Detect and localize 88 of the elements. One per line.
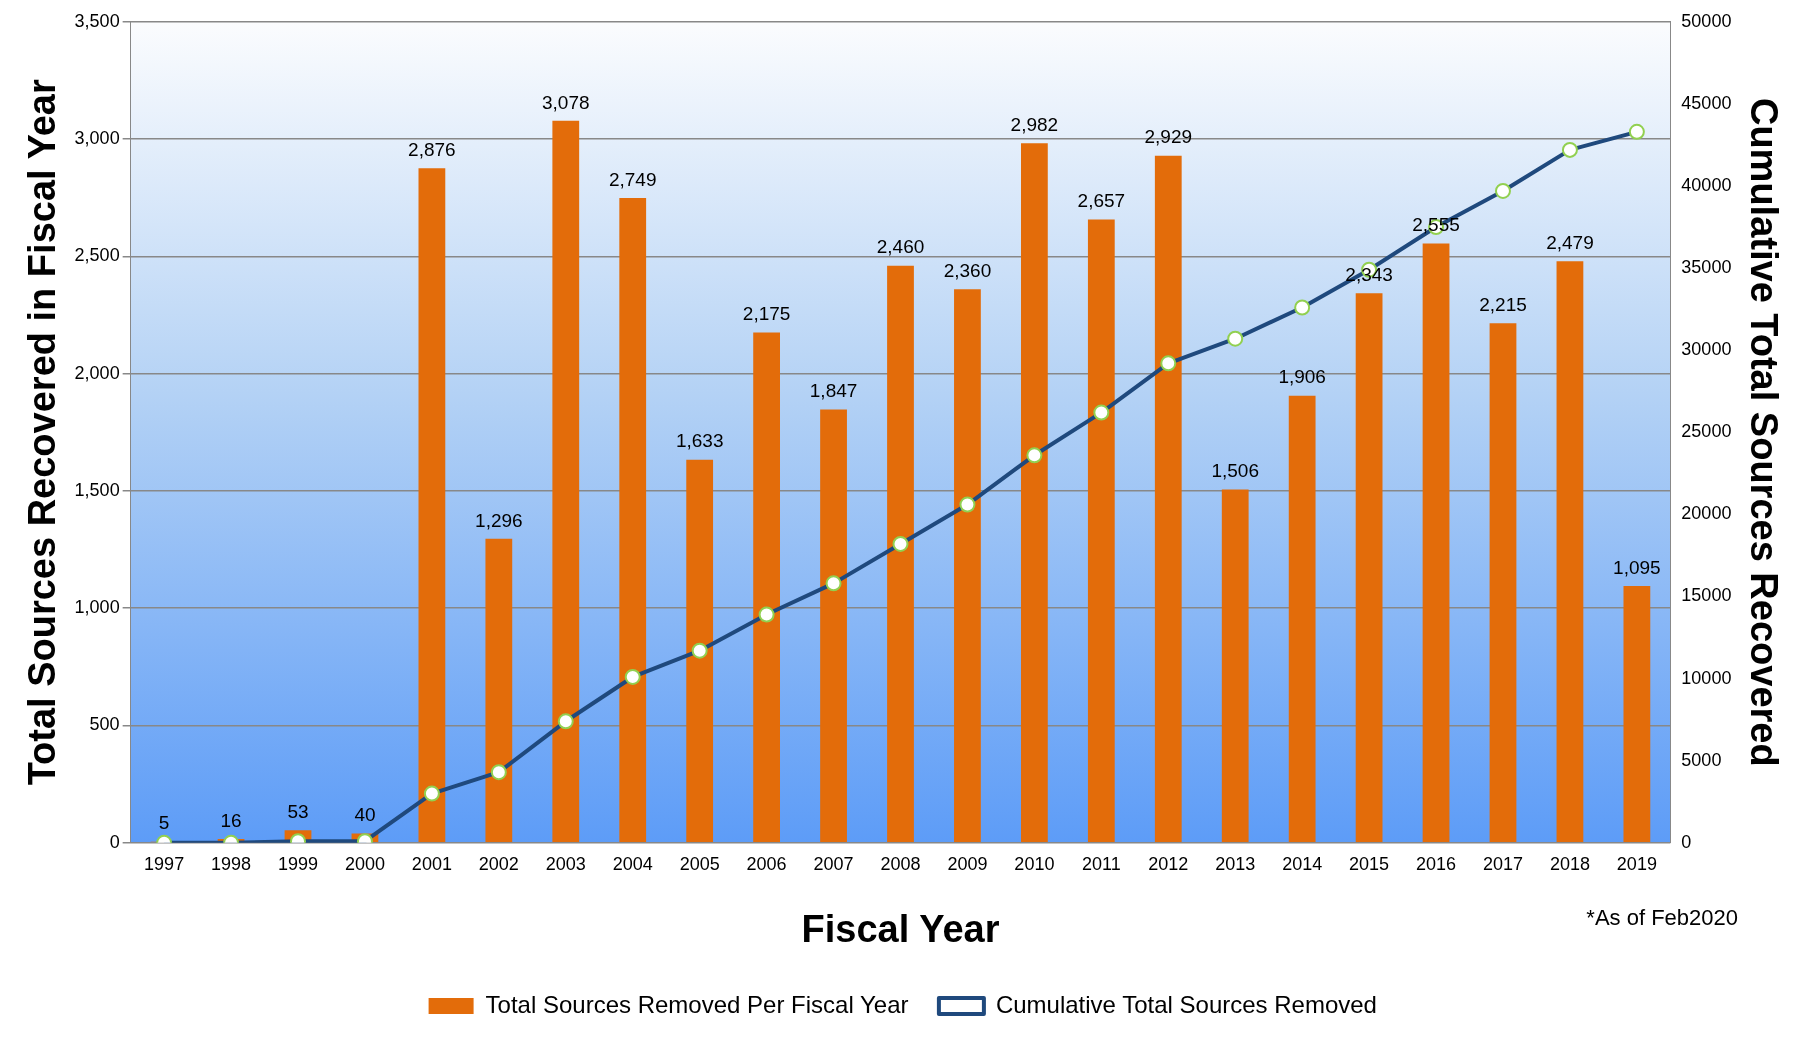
y-tick-label: 3,500 xyxy=(74,10,120,31)
data-label: 5 xyxy=(158,812,170,834)
y2-tick-label: 30000 xyxy=(1681,339,1732,360)
x-tick-label: 2013 xyxy=(1215,853,1256,874)
y-tick-label: 500 xyxy=(89,714,120,735)
data-label: 2,929 xyxy=(1144,126,1193,148)
data-label: 2,460 xyxy=(876,236,925,258)
x-tick-label: 2015 xyxy=(1349,853,1390,874)
y2-tick-label: 20000 xyxy=(1681,503,1732,524)
x-tick-label: 2009 xyxy=(947,853,988,874)
x-tick-label: 2007 xyxy=(813,853,854,874)
y2-tick-label: 45000 xyxy=(1681,92,1732,113)
data-label: 2,479 xyxy=(1546,232,1594,254)
y2-tick-label: 10000 xyxy=(1681,667,1732,688)
y-tick-label: 3,000 xyxy=(74,128,120,149)
bar xyxy=(1623,585,1651,843)
data-label: 3,078 xyxy=(542,91,590,113)
data-label: 1,906 xyxy=(1278,366,1326,388)
y-axis-title: Total Sources Recovered in Fiscal Year xyxy=(21,79,64,786)
bar xyxy=(887,265,914,843)
x-tick-label: 2012 xyxy=(1148,853,1189,874)
data-label: 40 xyxy=(354,804,376,826)
y2-tick-label: 5000 xyxy=(1681,749,1722,770)
bar xyxy=(1556,261,1584,843)
legend-label: Total Sources Removed Per Fiscal Year xyxy=(485,990,909,1018)
data-label: 2,215 xyxy=(1479,293,1527,315)
bar xyxy=(1087,219,1115,843)
x-tick-label: 2016 xyxy=(1416,853,1457,874)
x-tick-label: 2018 xyxy=(1549,853,1590,874)
bar xyxy=(1221,489,1249,843)
data-label: 1,296 xyxy=(475,509,523,531)
x-tick-label: 2001 xyxy=(411,853,452,874)
y-tick-label: 1,500 xyxy=(74,479,120,500)
x-tick-label: 2010 xyxy=(1014,853,1055,874)
bar xyxy=(619,197,647,843)
y-tick-label: 2,500 xyxy=(74,245,120,266)
data-label: 2,657 xyxy=(1077,190,1126,212)
x-tick-label: 1998 xyxy=(211,853,252,874)
y2-axis-title: Cumulative Total Sources Recovered xyxy=(1742,97,1785,767)
x-tick-label: 2019 xyxy=(1616,853,1657,874)
x-tick-label: 2014 xyxy=(1282,853,1323,874)
bar xyxy=(1355,293,1383,843)
x-tick-label: 1997 xyxy=(144,853,185,874)
y2-tick-label: 40000 xyxy=(1681,174,1732,195)
bar xyxy=(1422,243,1450,843)
y-tick-label: 1,000 xyxy=(74,597,120,618)
data-label: 2,982 xyxy=(1010,114,1059,136)
legend-label: Cumulative Total Sources Removed xyxy=(995,990,1377,1018)
bar xyxy=(485,538,513,843)
x-tick-label: 2017 xyxy=(1482,853,1524,874)
bar xyxy=(1489,323,1517,843)
data-label: 1,633 xyxy=(675,430,724,452)
y2-tick-label: 15000 xyxy=(1681,585,1732,606)
x-tick-label: 2008 xyxy=(880,853,921,874)
y2-tick-label: 25000 xyxy=(1681,421,1732,442)
x-tick-label: 2011 xyxy=(1081,853,1121,874)
data-label: 53 xyxy=(287,801,309,823)
bar xyxy=(954,289,981,843)
data-label: 1,506 xyxy=(1211,460,1259,482)
x-axis-title: Fiscal Year xyxy=(801,907,1000,950)
bar xyxy=(686,459,714,843)
data-label: 2,876 xyxy=(408,138,456,160)
text: *As of Feb2020 xyxy=(1586,904,1738,930)
data-label: 2,360 xyxy=(943,259,992,281)
x-tick-label: 2002 xyxy=(478,853,519,874)
bar xyxy=(1288,395,1316,843)
y-tick-label: 0 xyxy=(109,831,120,852)
x-tick-label: 2006 xyxy=(746,853,787,874)
data-label: 1,095 xyxy=(1613,556,1661,578)
y2-tick-label: 0 xyxy=(1681,831,1692,852)
bar xyxy=(753,332,780,843)
x-tick-label: 1999 xyxy=(277,853,319,874)
x-tick-label: 2005 xyxy=(679,853,720,874)
bar xyxy=(1154,155,1182,843)
data-label: 2,749 xyxy=(608,168,657,190)
data-label: 1,847 xyxy=(809,380,858,402)
x-tick-label: 2003 xyxy=(545,853,586,874)
bar xyxy=(418,168,446,843)
x-tick-label: 2000 xyxy=(344,853,385,874)
data-label: 2,175 xyxy=(742,303,791,325)
y2-tick-label: 50000 xyxy=(1681,10,1732,31)
x-tick-label: 2004 xyxy=(612,853,653,874)
bar xyxy=(1020,143,1048,843)
bar xyxy=(820,409,847,843)
y2-tick-label: 35000 xyxy=(1681,257,1732,278)
bar xyxy=(552,120,580,843)
y-tick-label: 2,000 xyxy=(74,362,120,383)
data-label: 16 xyxy=(220,809,242,831)
